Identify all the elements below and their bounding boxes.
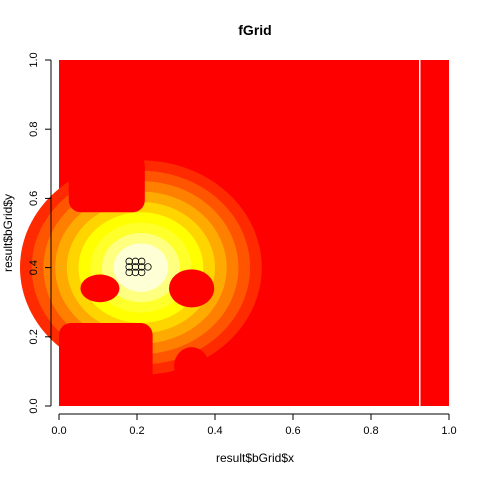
x-tick-label: 1.0 (441, 425, 456, 437)
red-region-8 (174, 347, 210, 386)
x-axis-label: result$bGrid$x (216, 451, 294, 465)
y-axis: 0.0 0.2 0.4 0.6 0.8 1.0 (28, 52, 52, 414)
data-point-10 (137, 268, 146, 277)
red-region-2 (160, 60, 231, 123)
red-region-3 (68, 153, 145, 213)
y-tick-label: 0.6 (28, 191, 40, 206)
y-tick-label: 1.0 (28, 52, 40, 67)
x-tick-label: 0.8 (363, 425, 378, 437)
y-tick-label: 0.4 (28, 260, 40, 275)
y-axis-label: result$bGrid$y (1, 194, 15, 272)
plot-area (19, 60, 449, 406)
y-tick-label: 0.8 (28, 122, 40, 137)
y-tick-label: 0.2 (28, 329, 40, 344)
red-region-1 (59, 60, 153, 123)
data-point-3 (137, 257, 146, 266)
red-region-5 (293, 60, 449, 406)
y-tick-label: 0.0 (28, 398, 40, 413)
x-axis: 0.0 0.2 0.4 0.6 0.8 1.0 (51, 413, 457, 437)
x-tick-label: 0.0 (51, 425, 66, 437)
red-region-4 (59, 322, 153, 406)
chart-title: fGrid (238, 22, 271, 38)
x-tick-label: 0.2 (129, 425, 144, 437)
data-point-7 (144, 263, 152, 271)
x-tick-label: 0.6 (285, 425, 300, 437)
red-region-7 (168, 269, 215, 308)
heatmap-level-9 (113, 243, 169, 292)
x-tick-label: 0.4 (207, 425, 222, 437)
red-region-6 (80, 274, 120, 303)
